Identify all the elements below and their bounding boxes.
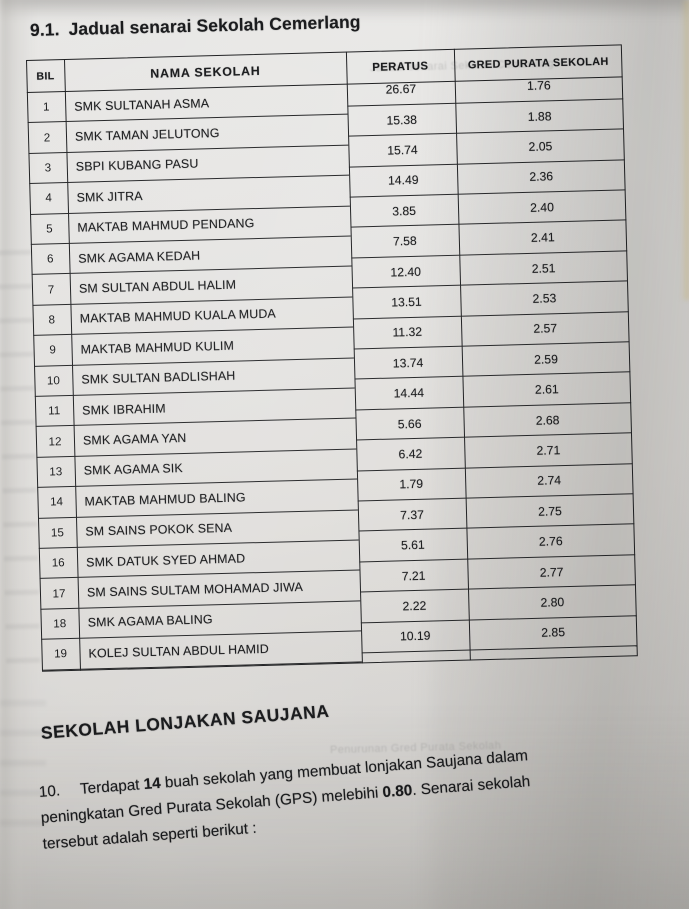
paragraph-text-1: Terdapat	[79, 776, 145, 798]
cell-peratus: 5.66	[397, 416, 422, 431]
cell-bil: 13	[49, 465, 63, 479]
paragraph-bold-threshold: 0.80	[381, 781, 413, 802]
cell-gred-purata: 2.85	[541, 625, 566, 641]
cell-gred-purata: 2.53	[532, 291, 557, 306]
cell-peratus: 14.49	[387, 173, 419, 188]
cell-bil: 9	[49, 343, 56, 357]
cell-bil: 17	[52, 586, 66, 601]
cell-bil: 12	[48, 434, 62, 449]
cell-gred-purata: 2.05	[528, 139, 553, 154]
paragraph-bold-count: 14	[143, 774, 162, 794]
cell-peratus: 7.58	[392, 234, 417, 249]
cell-gred-purata: 2.36	[529, 169, 554, 185]
page-title: 9.1. Jadual senarai Sekolah Cemerlang	[30, 12, 361, 41]
column-header-bil: BIL	[36, 69, 55, 83]
cell-peratus: 13.51	[391, 294, 422, 310]
cell-gred-purata: 2.51	[531, 260, 556, 276]
cell-bil: 18	[53, 617, 67, 631]
cell-peratus: 7.21	[401, 568, 426, 583]
cell-bil: 16	[51, 556, 65, 570]
cell-gred-purata: 2.61	[534, 382, 559, 397]
cell-gred-purata: 2.74	[537, 473, 562, 489]
cell-bil: 11	[48, 404, 61, 418]
cell-gred-purata: 2.76	[538, 534, 563, 549]
cell-peratus: 1.79	[399, 477, 424, 492]
cell-bil: 15	[50, 525, 65, 540]
cell-gred-purata: 2.40	[529, 200, 555, 215]
cell-nama-sekolah: KOLEJ SULTAN ABDUL HAMID	[88, 641, 270, 661]
cell-bil: 2	[43, 130, 51, 145]
cell-gred-purata: 2.71	[536, 443, 561, 458]
cell-peratus: 10.19	[399, 628, 431, 644]
cell-peratus: 13.74	[392, 355, 424, 371]
cell-bil: 19	[53, 647, 68, 661]
cell-peratus: 7.37	[399, 507, 425, 523]
cell-peratus: 5.61	[400, 537, 425, 553]
cell-gred-purata: 2.57	[533, 321, 558, 337]
cell-bil: 4	[45, 191, 53, 205]
section-title-text: Jadual senarai Sekolah Cemerlang	[68, 11, 361, 40]
cell-bil: 1	[42, 100, 50, 114]
cell-bil: 6	[46, 252, 54, 266]
cell-peratus: 15.74	[387, 142, 418, 158]
cell-gred-purata: 2.41	[530, 230, 555, 246]
cell-peratus: 6.42	[398, 446, 423, 462]
cell-bil: 3	[44, 161, 52, 175]
cell-gred-purata: 1.76	[526, 78, 551, 94]
paragraph-number: 10.	[38, 782, 61, 801]
cell-gred-purata: 2.80	[540, 595, 565, 610]
cell-peratus: 3.85	[392, 203, 417, 219]
cell-peratus: 14.44	[393, 385, 425, 401]
cell-bil: 5	[46, 222, 53, 236]
cell-peratus: 12.40	[390, 264, 422, 280]
schools-table: BIL NAMA SEKOLAH PERATUS GRED PURATA SEK…	[26, 44, 638, 672]
cell-peratus: 11.32	[392, 325, 423, 340]
cell-gred-purata: 2.68	[535, 412, 560, 428]
section-number: 9.1.	[29, 19, 60, 40]
cell-gred-purata: 2.59	[533, 351, 559, 367]
cell-bil: 7	[47, 282, 55, 297]
cell-peratus: 15.38	[386, 112, 418, 128]
paragraph-10: 10. Terdapat 14 buah sekolah yang membuat…	[38, 734, 658, 857]
cell-peratus: 2.22	[402, 598, 427, 614]
paragraph-text-4: . Senarai sekolah	[411, 773, 531, 799]
cell-bil: 10	[46, 374, 61, 388]
cell-gred-purata: 2.75	[537, 503, 563, 519]
section-heading-saujana: SEKOLAH LONJAKAN SAUJANA	[40, 700, 330, 743]
cell-peratus: 26.67	[385, 81, 417, 97]
cell-gred-purata: 1.88	[527, 108, 552, 124]
cell-bil: 8	[48, 313, 56, 327]
cell-bil: 14	[49, 495, 64, 509]
cell-gred-purata: 2.77	[539, 564, 564, 580]
